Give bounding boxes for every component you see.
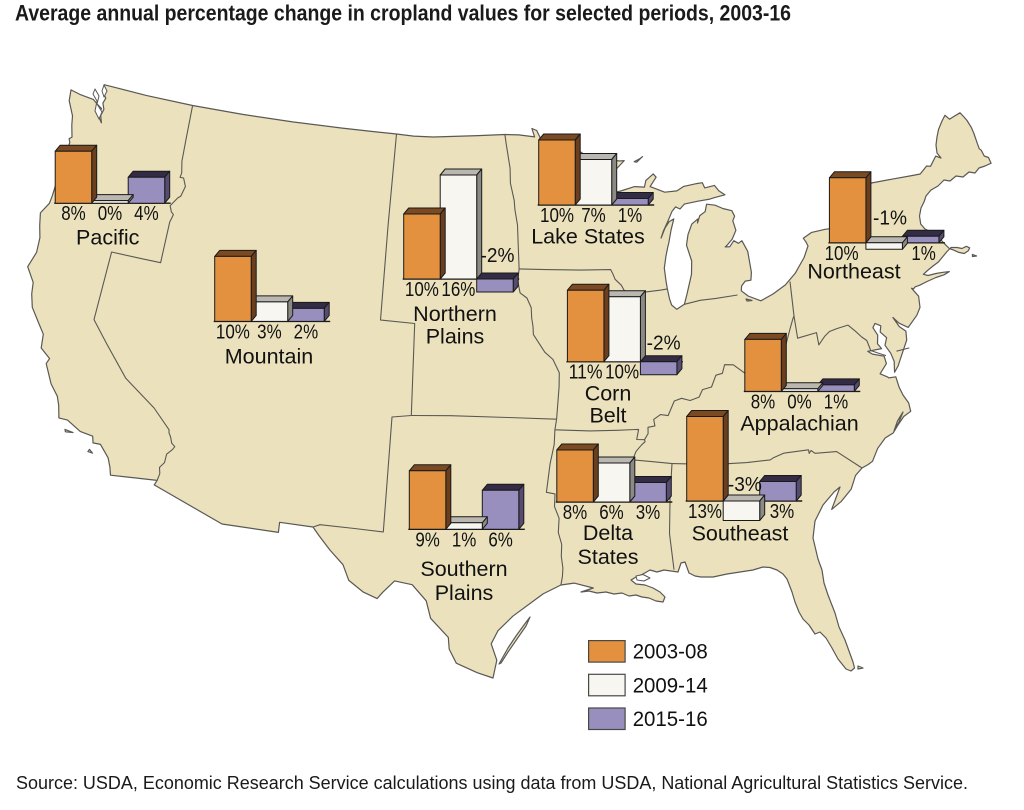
svg-text:Source: USDA, Economic Researc: Source: USDA, Economic Research Service … bbox=[16, 773, 968, 793]
svg-text:Southern: Southern bbox=[420, 557, 507, 581]
svg-text:Lake States: Lake States bbox=[531, 225, 645, 249]
svg-text:10%: 10% bbox=[540, 204, 574, 227]
svg-text:16%: 16% bbox=[441, 278, 475, 301]
svg-text:3%: 3% bbox=[636, 501, 661, 524]
svg-text:Northern: Northern bbox=[413, 302, 497, 326]
svg-text:2015-16: 2015-16 bbox=[633, 707, 708, 731]
svg-text:1%: 1% bbox=[452, 528, 477, 551]
svg-text:Plains: Plains bbox=[426, 325, 485, 349]
svg-text:3%: 3% bbox=[257, 320, 282, 343]
svg-text:-2%: -2% bbox=[647, 332, 681, 355]
svg-text:10%: 10% bbox=[825, 242, 859, 265]
svg-text:Plains: Plains bbox=[435, 581, 494, 605]
svg-text:Corn: Corn bbox=[585, 382, 632, 406]
svg-text:2009-14: 2009-14 bbox=[633, 673, 708, 697]
svg-text:Southeast: Southeast bbox=[692, 522, 789, 546]
svg-text:States: States bbox=[578, 545, 639, 569]
svg-text:4%: 4% bbox=[134, 202, 159, 225]
svg-text:6%: 6% bbox=[488, 528, 513, 551]
svg-text:6%: 6% bbox=[599, 501, 624, 524]
svg-text:Average annual percentage chan: Average annual percentage change in crop… bbox=[15, 1, 791, 26]
svg-text:8%: 8% bbox=[751, 390, 776, 413]
svg-text:Mountain: Mountain bbox=[225, 345, 313, 369]
svg-text:1%: 1% bbox=[618, 204, 643, 227]
svg-text:1%: 1% bbox=[911, 242, 936, 265]
svg-text:3%: 3% bbox=[770, 500, 795, 523]
svg-text:10%: 10% bbox=[405, 278, 439, 301]
svg-text:0%: 0% bbox=[787, 390, 812, 413]
svg-text:10%: 10% bbox=[216, 320, 250, 343]
svg-text:Belt: Belt bbox=[589, 404, 626, 428]
svg-text:7%: 7% bbox=[581, 204, 606, 227]
svg-text:2003-08: 2003-08 bbox=[633, 640, 708, 664]
svg-text:10%: 10% bbox=[605, 361, 639, 384]
svg-text:-3%: -3% bbox=[728, 473, 762, 496]
svg-text:13%: 13% bbox=[688, 500, 722, 523]
svg-text:0%: 0% bbox=[98, 202, 123, 225]
svg-text:11%: 11% bbox=[569, 361, 603, 384]
svg-text:9%: 9% bbox=[415, 528, 440, 551]
svg-text:2%: 2% bbox=[294, 320, 319, 343]
svg-text:8%: 8% bbox=[563, 501, 588, 524]
svg-text:8%: 8% bbox=[61, 202, 86, 225]
svg-text:Appalachian: Appalachian bbox=[740, 412, 858, 436]
svg-text:-1%: -1% bbox=[873, 207, 907, 230]
svg-text:Pacific: Pacific bbox=[76, 226, 140, 250]
svg-text:Northeast: Northeast bbox=[807, 260, 900, 284]
svg-text:Delta: Delta bbox=[583, 521, 633, 545]
svg-text:-2%: -2% bbox=[481, 244, 515, 267]
svg-text:1%: 1% bbox=[824, 390, 849, 413]
